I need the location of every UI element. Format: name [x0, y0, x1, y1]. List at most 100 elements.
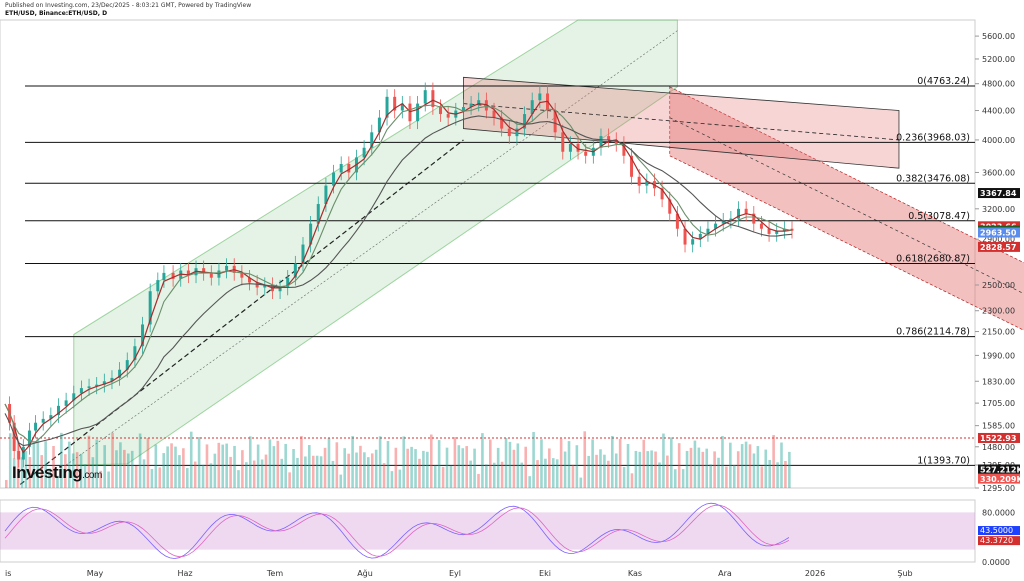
- candle-body: [523, 114, 527, 129]
- volume-bar: [477, 473, 480, 488]
- volume-bar: [339, 474, 343, 488]
- candle-body: [87, 386, 91, 389]
- price-tag-label: 2828.57: [980, 243, 1016, 252]
- volume-bar: [189, 431, 193, 488]
- volume-bar: [130, 450, 134, 488]
- volume-bar: [119, 442, 122, 488]
- published-note: Published on Investing.com, 23/Dec/2025 …: [5, 2, 252, 9]
- candle-body: [416, 103, 420, 122]
- volume-bar: [126, 453, 130, 488]
- candle-body: [530, 100, 534, 115]
- candle-body: [668, 199, 672, 214]
- stoch-band: [0, 512, 975, 550]
- volume-bar: [788, 451, 791, 488]
- price-tick-label: 5200.00: [982, 55, 1015, 64]
- volume-bar: [146, 438, 150, 488]
- volume-bar: [433, 465, 437, 488]
- stoch-tick-label: 80.0000: [982, 508, 1015, 517]
- candle-body: [309, 223, 313, 245]
- volume-bar: [138, 433, 142, 488]
- volume-bar: [630, 473, 634, 488]
- volume-bar: [508, 441, 512, 488]
- price-tag-label: 3367.84: [980, 189, 1017, 198]
- candle-body: [286, 277, 290, 288]
- candle-body: [316, 204, 320, 224]
- price-tick-label: 2150.00: [982, 328, 1015, 337]
- volume-bar: [83, 464, 87, 488]
- x-tick-label: Ara: [718, 569, 732, 578]
- volume-bar: [599, 449, 602, 488]
- volume-bar: [575, 445, 579, 488]
- volume-bar: [402, 436, 406, 488]
- volume-bar: [111, 432, 114, 488]
- candle-body: [202, 268, 206, 273]
- candle-body: [607, 136, 611, 140]
- volume-bar: [555, 459, 559, 488]
- stoch-d-tag: [978, 536, 1020, 546]
- stoch-tick-label: 0.0000: [982, 558, 1010, 567]
- candle-body: [141, 324, 145, 347]
- symbol-title: ETH/USD, Binance:ETH/USD, D: [5, 10, 108, 17]
- volume-bar: [449, 465, 453, 488]
- volume-bar: [134, 465, 138, 488]
- volume-bar: [662, 433, 665, 488]
- candle-body: [782, 228, 786, 231]
- price-pane: [0, 19, 976, 489]
- candle-body: [706, 228, 710, 234]
- volume-bar: [673, 469, 677, 488]
- volume-bar: [591, 439, 594, 488]
- candle-body: [431, 90, 435, 108]
- volume-bar: [241, 450, 244, 488]
- volume-bar: [201, 464, 205, 488]
- volume-bar: [32, 442, 36, 488]
- candle-body: [255, 282, 259, 288]
- ma-fast-line: [4, 99, 793, 454]
- volume-bar: [437, 440, 441, 488]
- candle-body: [439, 107, 443, 115]
- volume-bar: [268, 439, 272, 488]
- volume-bar: [331, 460, 335, 488]
- volume-bar: [233, 445, 236, 488]
- volume-bar: [697, 447, 701, 488]
- price-tick-label: 4400.00: [982, 107, 1015, 116]
- volume-bar: [626, 444, 630, 488]
- stoch-k-tag: [978, 526, 1020, 536]
- candle-body: [622, 143, 626, 156]
- volume-bar: [496, 447, 500, 488]
- volume-bar: [36, 438, 40, 488]
- volume-bar: [732, 464, 736, 488]
- volume-bar: [12, 458, 16, 488]
- volume-bar: [756, 446, 760, 488]
- volume-bar: [772, 435, 775, 488]
- volume-bar: [551, 458, 555, 488]
- stoch-d-label: 43.3720: [980, 536, 1013, 545]
- volume-bar: [646, 451, 650, 488]
- volume-bar: [197, 437, 201, 488]
- candle-body: [64, 400, 68, 406]
- volume-bar: [583, 431, 587, 488]
- volume-bar: [764, 449, 768, 488]
- candle-body: [377, 117, 381, 133]
- volume-bar: [713, 451, 716, 488]
- candle-body: [27, 430, 31, 447]
- candle-body: [660, 188, 664, 200]
- volume-bar: [528, 476, 531, 488]
- volume-bar: [579, 477, 583, 488]
- volume-bar: [760, 466, 764, 488]
- candle-body: [461, 107, 465, 111]
- volume-bar: [524, 446, 528, 488]
- price-tick-label: 1705.00: [982, 399, 1015, 408]
- volume-bar: [40, 455, 44, 488]
- volume-bar: [67, 441, 71, 488]
- volume-bar: [8, 433, 12, 488]
- volume-bar: [622, 466, 626, 488]
- candle-body: [186, 270, 190, 276]
- fib-label-1: 0.236(3968.03): [896, 132, 970, 143]
- candle-body: [492, 110, 496, 118]
- x-tick-label: Tem: [266, 569, 283, 578]
- stoch-d-line: [4, 504, 790, 558]
- volume-bar: [548, 448, 551, 488]
- candle-body: [423, 90, 427, 104]
- volume-bar: [681, 469, 685, 488]
